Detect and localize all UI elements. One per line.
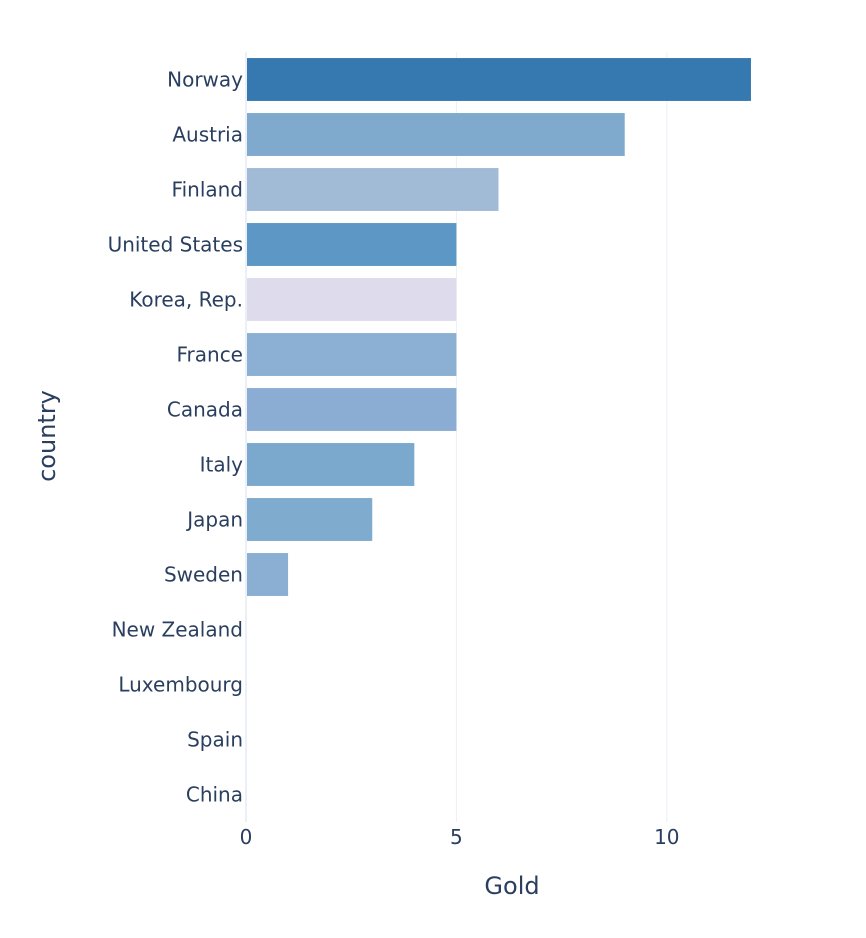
y-tick-label-china: China xyxy=(186,783,243,807)
x-tick-label: 0 xyxy=(240,825,253,849)
x-tick-label: 10 xyxy=(654,825,679,849)
bar-korea-rep xyxy=(246,278,457,321)
bars xyxy=(246,58,751,596)
y-tick-label-new-zealand: New Zealand xyxy=(112,618,243,642)
x-tick-label: 5 xyxy=(450,825,463,849)
bar-norway xyxy=(246,58,751,101)
bar-canada xyxy=(246,388,457,431)
y-tick-label-finland: Finland xyxy=(172,178,243,202)
y-tick-label-canada: Canada xyxy=(167,398,243,422)
y-tick-label-italy: Italy xyxy=(200,453,244,477)
y-tick-label-japan: Japan xyxy=(185,508,243,532)
y-tick-label-sweden: Sweden xyxy=(164,563,243,587)
y-tick-label-france: France xyxy=(176,343,243,367)
y-tick-label-spain: Spain xyxy=(187,728,243,752)
bar-finland xyxy=(246,168,499,211)
x-axis-title: Gold xyxy=(484,872,539,900)
bar-sweden xyxy=(246,553,289,596)
y-tick-label-norway: Norway xyxy=(167,68,243,92)
y-tick-label-luxembourg: Luxembourg xyxy=(118,673,243,697)
grid-lines xyxy=(455,52,668,822)
y-axis-title: country xyxy=(33,390,61,482)
bar-united-states xyxy=(246,223,457,266)
y-tick-label-united-states: United States xyxy=(108,233,243,257)
y-tick-label-austria: Austria xyxy=(172,123,243,147)
y-tick-label-korea-rep: Korea, Rep. xyxy=(129,288,243,312)
x-tick-labels: 0 5 10 xyxy=(240,825,680,849)
y-tick-labels: Norway Austria Finland United States Korea, … xyxy=(108,68,244,807)
bar-france xyxy=(246,333,457,376)
bar-italy xyxy=(246,443,415,486)
bar-austria xyxy=(246,113,625,156)
bar-japan xyxy=(246,498,373,541)
